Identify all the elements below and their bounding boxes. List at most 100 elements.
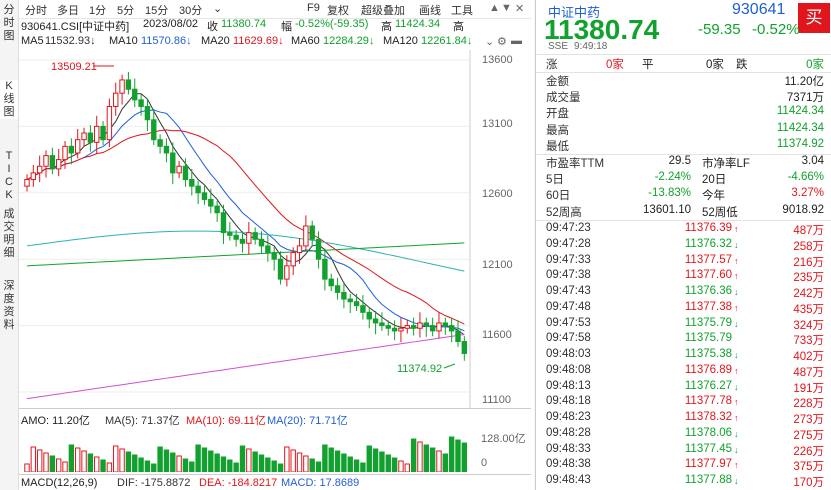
tick-price: 11376.27	[684, 379, 732, 392]
candle-body	[113, 92, 119, 107]
volume-bar	[125, 451, 132, 472]
candle-body	[436, 322, 442, 332]
candle-body	[43, 155, 49, 167]
stat2-label: 今年	[702, 190, 725, 203]
tick-row: 09:48:28 11378.06 ↓ 275万	[546, 427, 824, 443]
close-icon[interactable]: ✕	[515, 3, 525, 15]
candle-body	[258, 238, 265, 247]
stat-row: 金额 11.20亿	[546, 73, 824, 89]
stat2-value: 13601.10	[643, 203, 691, 216]
volume-bar	[24, 463, 30, 472]
tick-direction-icon: ↑	[734, 413, 739, 423]
settings-icon[interactable]: ⚙	[497, 36, 507, 48]
tick-volume: 216万	[793, 256, 824, 269]
period-multiday[interactable]: 多日	[57, 5, 79, 17]
volume-bar	[132, 454, 138, 472]
volume-bar	[227, 459, 233, 472]
tick-time: 09:48:23	[546, 411, 591, 423]
volume-bar	[87, 453, 94, 472]
period-dropdown[interactable]: ⌄	[213, 3, 223, 15]
tick-time: 09:47:43	[546, 285, 591, 297]
stat2-value: 9018.92	[782, 203, 824, 216]
tools-button[interactable]: 工具	[451, 5, 473, 17]
candle-body	[24, 179, 30, 187]
volume-chart[interactable]	[19, 426, 471, 472]
candle-body	[170, 152, 176, 174]
quote-time: 9:49:18	[574, 41, 608, 52]
exchange-label: SSE	[548, 41, 569, 52]
period-5min[interactable]: 5分	[117, 5, 135, 17]
candle-body	[132, 88, 138, 101]
adjust-button[interactable]: 复权	[327, 5, 349, 17]
candle-body	[372, 318, 379, 324]
tick-volume: 226万	[793, 445, 824, 458]
tab-trade-detail[interactable]: 成交明细	[3, 208, 15, 259]
ma5-line	[26, 93, 465, 336]
volume-bar	[68, 444, 75, 472]
up-arrow-icon[interactable]: ▲	[489, 2, 500, 14]
candle-body	[461, 341, 468, 354]
candle-body	[151, 119, 157, 141]
macd-value: MACD: 17.8689	[281, 477, 360, 489]
ma60-line	[26, 230, 465, 272]
index-code: 930641.CSI[中证中药]	[21, 21, 130, 33]
tick-direction-icon: ↑	[734, 397, 739, 408]
candle-body	[341, 291, 347, 300]
tick-volume: 273万	[793, 414, 824, 426]
minimize-icon[interactable]: ▬	[511, 35, 522, 47]
quote-price: 11380.74	[544, 14, 660, 45]
stat-label: 最低	[546, 140, 569, 153]
candle-body	[233, 234, 239, 240]
volume-bar	[75, 447, 81, 472]
volume-bar	[347, 456, 353, 472]
chevron-down-icon[interactable]: ⌄	[485, 36, 495, 48]
down-arrow-icon[interactable]: ▼	[501, 2, 512, 14]
tick-row: 09:48:18 11377.78 ↑ 228万	[546, 395, 824, 411]
macd-dif: DIF: -175.8872	[117, 477, 191, 489]
period-15min[interactable]: 15分	[145, 5, 169, 17]
candle-body	[315, 238, 322, 260]
tick-price: 11377.78	[684, 395, 732, 408]
tick-time: 09:47:33	[546, 253, 591, 266]
tick-price: 11376.89	[684, 363, 732, 376]
tab-timeshare[interactable]: 分时图	[3, 4, 15, 42]
price-axis: 13600 13100 12600 12100 11600 11100	[470, 50, 530, 408]
candle-body	[303, 225, 309, 247]
period-30min[interactable]: 30分	[179, 5, 203, 17]
tick-volume: 733万	[793, 335, 824, 348]
candle-body	[334, 285, 341, 293]
tick-price: 11376.36	[684, 285, 732, 297]
draw-button[interactable]: 画线	[419, 5, 441, 17]
overlay-button[interactable]: 超级叠加	[361, 5, 405, 17]
tick-row: 09:48:33 11377.45 ↓ 226万	[546, 443, 824, 459]
macd-label: MACD(12,26,9)	[21, 477, 98, 489]
tick-volume: 375万	[793, 461, 824, 474]
volume-bar	[62, 461, 68, 472]
stat2-value: 3.27%	[791, 187, 824, 200]
tick-time: 09:48:33	[546, 442, 591, 455]
buy-button[interactable]: 买	[798, 3, 830, 33]
volume-bar	[220, 456, 227, 472]
f9-button[interactable]: F9	[307, 2, 320, 14]
candle-body	[448, 325, 455, 332]
tab-depth[interactable]: 深度资料	[3, 280, 15, 331]
tick-price: 11377.60	[684, 269, 732, 282]
tick-row: 09:47:43 11376.36 ↓ 242万	[546, 285, 824, 301]
tick-price: 11377.38	[684, 300, 732, 313]
candle-body	[220, 212, 227, 234]
volume-bar	[290, 449, 296, 472]
period-1min[interactable]: 1分	[89, 5, 107, 17]
volume-bar	[334, 450, 341, 472]
volume-bar	[144, 460, 151, 472]
candle-body	[81, 132, 87, 141]
candle-body	[398, 327, 404, 332]
volume-bar	[182, 458, 189, 472]
period-timeshare[interactable]: 分时	[25, 5, 47, 17]
volume-bar	[233, 462, 239, 472]
kline-chart[interactable]: 13509.21 11374.92	[19, 50, 524, 408]
stat-value: 11374.92	[776, 137, 824, 150]
tick-price: 11377.45	[684, 442, 732, 455]
tick-direction-icon: ↑	[734, 255, 739, 266]
